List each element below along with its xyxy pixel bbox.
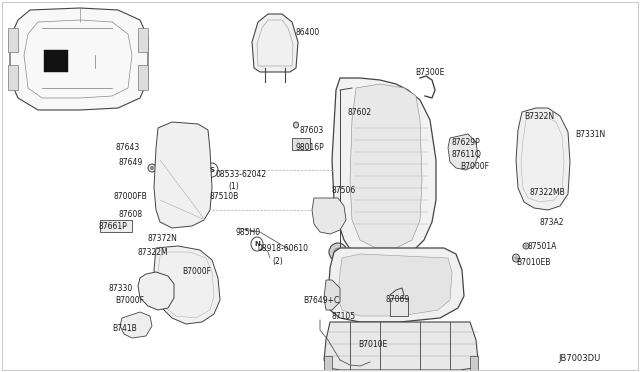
- Text: 87501A: 87501A: [528, 242, 557, 251]
- Text: 87506: 87506: [332, 186, 356, 195]
- Polygon shape: [100, 220, 132, 232]
- Text: 87069: 87069: [386, 295, 410, 304]
- Text: 87105: 87105: [332, 312, 356, 321]
- Polygon shape: [390, 298, 408, 316]
- Polygon shape: [328, 248, 464, 322]
- Polygon shape: [8, 28, 18, 52]
- Text: 87649: 87649: [118, 158, 142, 167]
- Ellipse shape: [148, 164, 156, 172]
- Text: B7649+C: B7649+C: [303, 296, 339, 305]
- Polygon shape: [338, 254, 452, 316]
- Text: N: N: [254, 241, 260, 247]
- Ellipse shape: [334, 248, 342, 256]
- Polygon shape: [252, 14, 298, 72]
- Text: 87000FB: 87000FB: [113, 192, 147, 201]
- Text: 87372N: 87372N: [148, 234, 178, 243]
- Ellipse shape: [525, 244, 527, 247]
- Text: B741B: B741B: [112, 324, 137, 333]
- Text: 87611Q: 87611Q: [452, 150, 482, 159]
- Polygon shape: [470, 356, 478, 370]
- Polygon shape: [332, 78, 436, 260]
- Text: 86400: 86400: [296, 28, 320, 37]
- Text: 87322M: 87322M: [138, 248, 168, 257]
- Text: 87643: 87643: [115, 143, 140, 152]
- Ellipse shape: [335, 103, 340, 108]
- Text: 98016P: 98016P: [296, 143, 324, 152]
- Polygon shape: [324, 322, 478, 370]
- Text: 08533-62042: 08533-62042: [216, 170, 267, 179]
- Polygon shape: [324, 280, 340, 310]
- Text: 87602: 87602: [348, 108, 372, 117]
- Polygon shape: [154, 246, 220, 324]
- Ellipse shape: [161, 176, 163, 180]
- Text: B7010E: B7010E: [358, 340, 387, 349]
- Polygon shape: [8, 65, 18, 90]
- Text: B7000F: B7000F: [460, 162, 489, 171]
- Polygon shape: [324, 356, 332, 370]
- Ellipse shape: [523, 243, 529, 249]
- Ellipse shape: [251, 237, 263, 251]
- Polygon shape: [312, 198, 346, 234]
- Ellipse shape: [294, 122, 298, 128]
- Text: B7010EB: B7010EB: [516, 258, 550, 267]
- Text: S: S: [209, 167, 214, 173]
- Ellipse shape: [329, 243, 347, 261]
- Ellipse shape: [367, 332, 374, 340]
- Text: 873A2: 873A2: [540, 218, 564, 227]
- Ellipse shape: [515, 257, 518, 260]
- Text: (1): (1): [228, 182, 239, 191]
- Text: 87608: 87608: [118, 210, 142, 219]
- Polygon shape: [448, 134, 478, 170]
- Polygon shape: [44, 50, 68, 72]
- Polygon shape: [138, 65, 148, 90]
- Text: 87629P: 87629P: [452, 138, 481, 147]
- Text: 87330: 87330: [108, 284, 132, 293]
- Text: 08918-60610: 08918-60610: [258, 244, 309, 253]
- Ellipse shape: [513, 254, 520, 262]
- Ellipse shape: [159, 174, 166, 182]
- Text: B7000F: B7000F: [115, 296, 144, 305]
- Polygon shape: [154, 122, 212, 228]
- Ellipse shape: [206, 163, 218, 177]
- Polygon shape: [516, 108, 570, 210]
- Text: B7322N: B7322N: [524, 112, 554, 121]
- Polygon shape: [350, 84, 422, 248]
- Text: B7000F: B7000F: [182, 267, 211, 276]
- Polygon shape: [138, 28, 148, 52]
- Text: 985H0: 985H0: [236, 228, 261, 237]
- Text: JB7003DU: JB7003DU: [558, 354, 600, 363]
- Polygon shape: [292, 138, 310, 150]
- Polygon shape: [138, 272, 174, 310]
- Text: B7300E: B7300E: [415, 68, 444, 77]
- Ellipse shape: [150, 166, 154, 170]
- Text: (2): (2): [272, 257, 283, 266]
- Text: 87603: 87603: [300, 126, 324, 135]
- Polygon shape: [120, 312, 152, 338]
- Text: 87510B: 87510B: [210, 192, 239, 201]
- Polygon shape: [10, 8, 148, 110]
- Text: 87661P: 87661P: [98, 222, 127, 231]
- Text: B7331N: B7331N: [575, 130, 605, 139]
- Text: 87322MB: 87322MB: [530, 188, 566, 197]
